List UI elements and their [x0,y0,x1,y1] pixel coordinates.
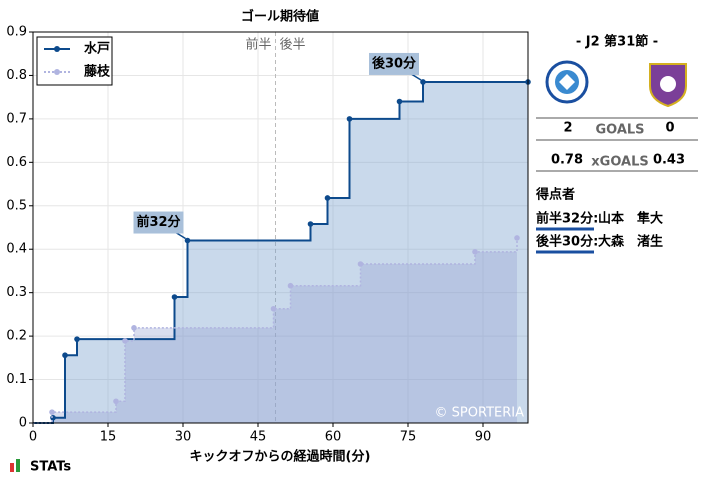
home-goals: 2 [563,121,572,136]
scorer-time: 後半30分: [536,234,598,250]
y-tick-label: 0 [19,416,27,431]
line [33,80,528,424]
marker [270,305,277,312]
annotation: 後30分 [372,55,416,71]
annotation-box [133,211,184,234]
scorer-name: 山本 隼大 [598,211,663,227]
y-tick-label: 0.4 [6,242,27,257]
marker [396,98,403,105]
marker [307,221,314,227]
marker [122,338,128,344]
marker [62,352,68,359]
x-tick-label: 30 [175,430,192,445]
legend-label: 水戸 [84,41,110,57]
y-tick-label: 0.2 [6,329,27,344]
marker [49,409,55,415]
half-label: 前半 [245,37,271,53]
match-title: - J2 第31節 - [576,34,658,50]
marker [74,336,80,342]
scorers-title: 得点者 [535,187,575,203]
away-logo [649,63,687,108]
y-tick-label: 0.3 [6,285,27,300]
scorer-name: 大森 渚生 [598,234,663,250]
scorer-time: 前半32分: [536,211,598,227]
x-tick-label: 90 [475,430,492,445]
plot-frame [32,31,529,424]
x-tick-label: 0 [29,430,37,445]
marker [171,294,178,300]
area [33,237,517,423]
y-tick-label: 0.1 [6,372,27,387]
annotation: 前32分 [136,214,180,230]
marker [420,79,426,85]
brand: STATs [30,460,71,475]
legend-marker [54,69,60,75]
marker [131,325,137,331]
x-tick-label: 15 [100,430,117,445]
legend-label: 藤枝 [84,64,111,80]
marker [357,261,364,267]
goals-label: GOALS [595,123,644,138]
line [33,237,518,424]
x-tick-label: 45 [250,430,267,445]
half-label: 後半 [280,38,306,53]
marker [324,195,331,201]
marker [50,414,56,421]
away-goals: 0 [665,121,674,136]
chart-title: ゴール期待値 [241,9,319,25]
marker [346,116,353,122]
y-tick-label: 0.7 [6,111,27,126]
x-tick-label: 60 [325,430,342,445]
home-logo [545,60,589,104]
y-tick-label: 0.6 [6,155,27,170]
y-tick-label: 0.8 [6,68,27,83]
xg-label: xGOALS [591,155,648,170]
marker [472,249,478,255]
marker [514,235,520,241]
home-xg: 0.78 [551,153,583,168]
away-xg: 0.43 [653,153,685,168]
annotation-box [369,52,419,75]
legend-box [36,36,113,86]
marker [287,282,294,289]
x-tick-label: 75 [400,430,417,445]
x-axis-label: キックオフからの経過時間(分) [190,449,371,465]
y-tick-label: 0.9 [6,25,27,40]
marker [113,398,119,405]
y-tick-label: 0.5 [6,198,27,213]
legend-marker [54,46,60,52]
brand-logo [10,459,20,472]
watermark: © SPORTERIA [435,406,525,421]
area [33,81,528,423]
marker [184,237,191,244]
